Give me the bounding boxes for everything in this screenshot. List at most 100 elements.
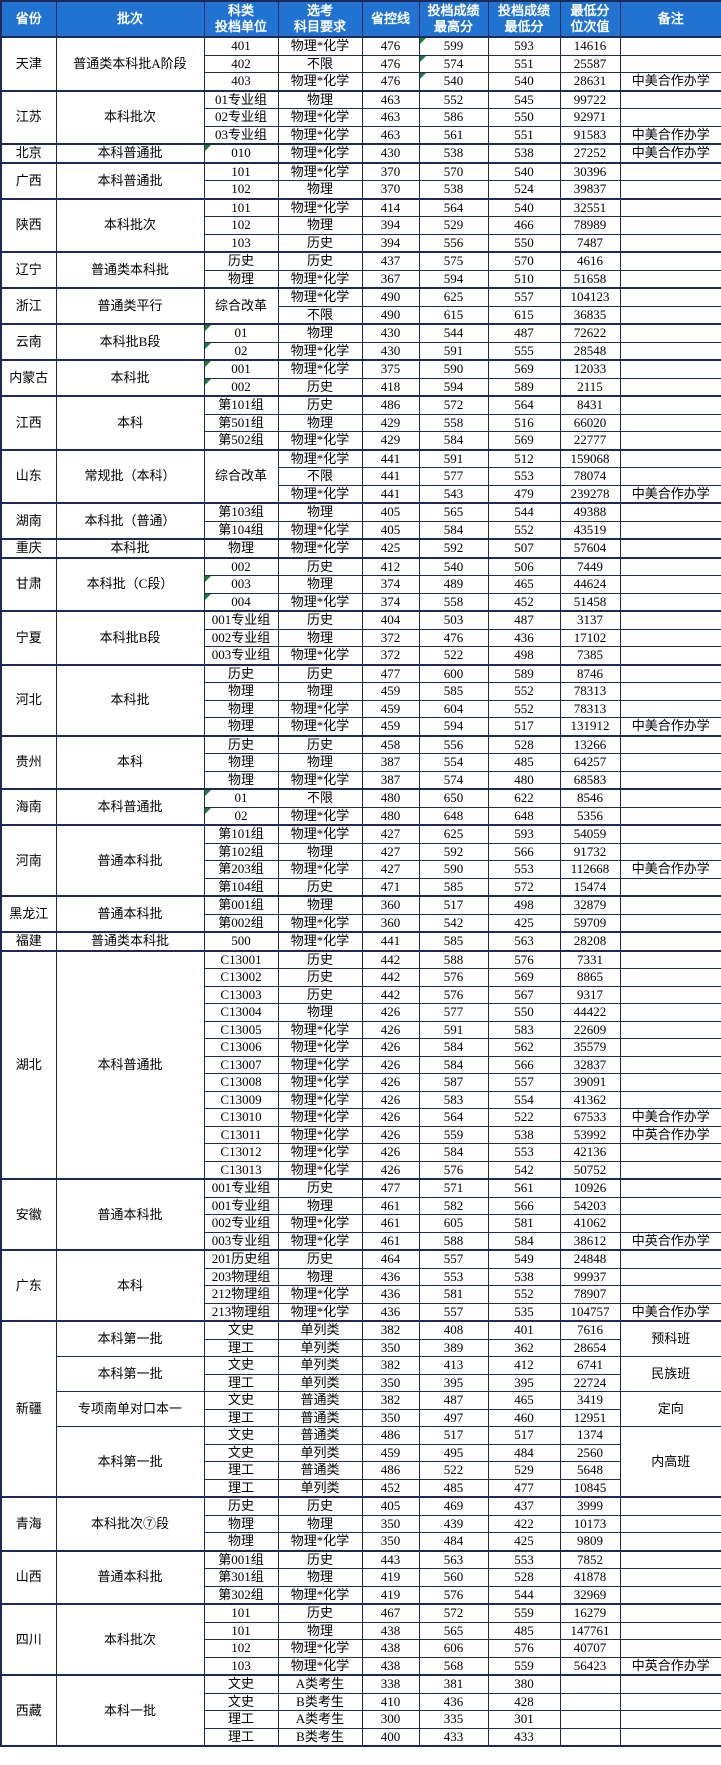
subject-cell: 物理 — [277, 1003, 363, 1022]
control-line-cell: 360 — [361, 913, 420, 933]
control-line-cell: 300 — [361, 1710, 420, 1729]
rank-cell: 7449 — [559, 556, 621, 576]
note-cell — [619, 877, 721, 897]
unit-cell: 003 — [203, 575, 279, 594]
min-score-cell: 581 — [487, 1214, 561, 1233]
control-line-cell: 441 — [361, 448, 420, 468]
rank-cell: 99937 — [559, 1267, 621, 1286]
province-cell: 云南 — [0, 323, 57, 361]
control-line-cell: 414 — [361, 197, 420, 217]
max-score-cell: 495 — [418, 1443, 489, 1462]
unit-cell: 理工 — [203, 1461, 279, 1480]
control-line-cell: 370 — [361, 180, 420, 199]
control-line-cell: 426 — [361, 1108, 420, 1127]
table-row: 浙江 普通类平行 综合改革 物理*化学 490 625 557 104123 — [0, 287, 721, 325]
table-row: C13011 物理*化学 426 559 538 53992 中英合作办学 — [1, 1125, 721, 1144]
control-line-cell: 410 — [361, 1692, 420, 1711]
note-cell — [619, 287, 721, 307]
control-line-cell: 427 — [361, 860, 420, 879]
min-score-cell: 553 — [487, 1143, 561, 1162]
subject-cell: 物理*化学 — [277, 1143, 363, 1162]
rank-cell: 7487 — [559, 233, 621, 253]
col-header-min-score: 投档成绩 最低分 — [487, 0, 561, 38]
unit-cell: 物理 — [203, 699, 279, 718]
min-score-cell: 516 — [487, 413, 561, 432]
unit-cell: 500 — [203, 931, 279, 951]
control-line-cell: 427 — [361, 824, 420, 844]
control-line-cell: 463 — [361, 125, 420, 145]
unit-cell: C13010 — [203, 1108, 279, 1127]
unit-cell: 02 — [203, 806, 279, 826]
rank-cell: 78313 — [559, 699, 621, 718]
batch-cell: 本科批（普通） — [55, 502, 205, 540]
batch-cell: 本科普通批 — [55, 788, 205, 826]
rank-cell: 12033 — [559, 359, 621, 379]
province-cell: 四川 — [0, 1603, 57, 1676]
note-cell — [619, 1585, 721, 1605]
unit-cell: 201历史组 — [203, 1249, 279, 1269]
table-row: 专项南单对口本一 文史 普通类 382 487 465 3419 定向 — [1, 1391, 721, 1427]
max-score-cell: 538 — [418, 180, 489, 199]
table-row: 第002组 物理*化学 360 542 425 59709 — [1, 913, 721, 933]
unit-cell: 文史 — [203, 1356, 279, 1375]
rank-cell: 42136 — [559, 1143, 621, 1162]
min-score-cell: 593 — [487, 36, 561, 56]
table-row: 101 物理 438 565 485 147761 — [1, 1621, 721, 1640]
control-line-cell: 443 — [361, 1549, 420, 1569]
subject-cell: 物理 — [277, 502, 363, 522]
subject-cell: 历史 — [277, 377, 363, 397]
min-score-cell: 528 — [487, 1568, 561, 1587]
max-score-cell: 576 — [418, 1585, 489, 1605]
unit-cell: 102 — [203, 216, 279, 235]
province-cell: 重庆 — [0, 538, 57, 558]
min-score-cell: 498 — [487, 646, 561, 665]
control-line-cell: 412 — [361, 556, 420, 576]
note-cell — [619, 1003, 721, 1022]
unit-cell: 物理 — [203, 682, 279, 701]
unit-cell: 历史 — [203, 734, 279, 754]
subject-cell: 物理 — [277, 895, 363, 915]
control-line-cell: 464 — [361, 1249, 420, 1269]
control-line-cell: 480 — [361, 806, 420, 826]
unit-cell: 101 — [203, 1621, 279, 1640]
control-line-cell: 441 — [361, 484, 420, 504]
rank-cell: 22609 — [559, 1020, 621, 1039]
min-score-cell: 512 — [487, 448, 561, 468]
control-line-cell: 426 — [361, 1160, 420, 1180]
note-cell — [619, 1549, 721, 1569]
subject-cell: 物理 — [277, 323, 363, 343]
note-cell — [619, 931, 721, 951]
min-score-cell: 522 — [487, 1108, 561, 1127]
note-cell — [619, 1020, 721, 1039]
control-line-cell: 350 — [361, 1373, 420, 1392]
table-row: 海南 本科普通批 01 不限 480 650 622 8546 — [0, 788, 721, 826]
rank-cell: 59709 — [559, 913, 621, 933]
province-cell: 湖北 — [0, 949, 57, 1180]
control-line-cell: 436 — [361, 1285, 420, 1304]
note-cell — [619, 895, 721, 915]
min-score-cell: 528 — [487, 734, 561, 754]
control-line-cell: 375 — [361, 359, 420, 379]
subject-cell: 单列类 — [277, 1373, 363, 1392]
control-line-cell: 442 — [361, 949, 420, 969]
max-score-cell: 503 — [418, 610, 489, 630]
table-row: 广西 本科普通批 101 物理*化学 370 570 540 30396 — [0, 161, 721, 199]
table-row: 重庆 本科批 物理 物理*化学 425 592 507 57604 — [0, 538, 721, 558]
unit-cell: 第203组 — [203, 860, 279, 879]
rank-cell: 32551 — [559, 197, 621, 217]
note-cell — [619, 502, 721, 522]
batch-cell: 本科批 — [55, 359, 205, 397]
table-row: C13006 物理*化学 426 584 562 35579 — [1, 1038, 721, 1057]
subject-cell: 物理*化学 — [277, 143, 363, 163]
unit-cell: C13007 — [203, 1055, 279, 1074]
control-line-cell: 467 — [361, 1603, 420, 1623]
subject-cell: B类考生 — [277, 1727, 363, 1747]
unit-cell: 第501组 — [203, 413, 279, 432]
note-cell — [619, 1710, 721, 1729]
max-score-cell: 559 — [418, 1125, 489, 1144]
note-cell: 内高班 — [619, 1426, 721, 1498]
rank-cell: 3419 — [559, 1391, 621, 1410]
note-cell — [619, 824, 721, 844]
subject-cell: 物理*化学 — [277, 1055, 363, 1074]
control-line-cell: 461 — [361, 1196, 420, 1215]
